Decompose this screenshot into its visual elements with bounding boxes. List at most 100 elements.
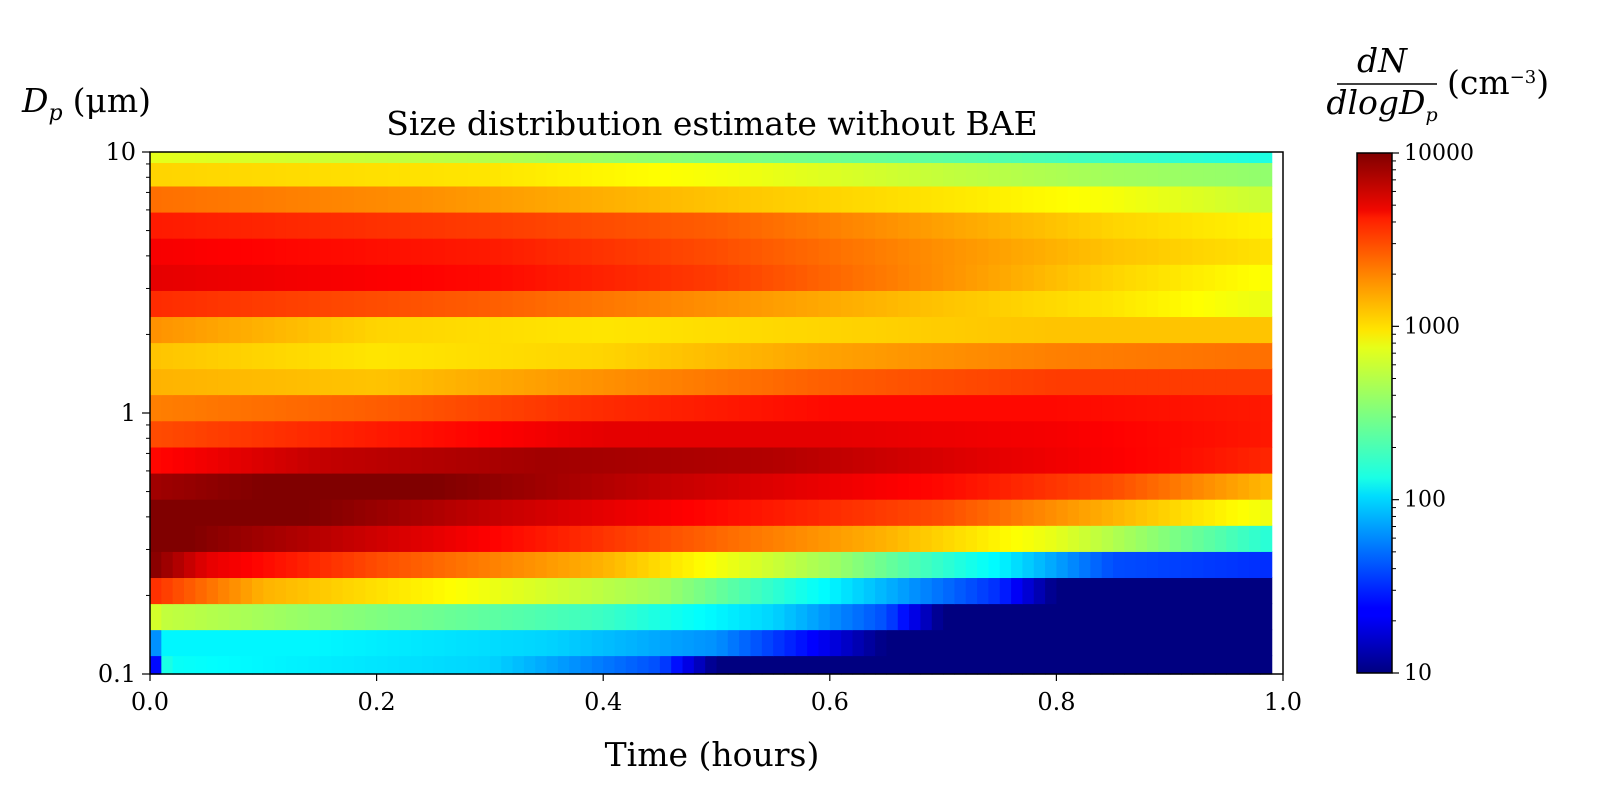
heatmap-cell — [705, 342, 718, 370]
heatmap-cell — [886, 525, 899, 552]
heatmap-cell — [455, 472, 468, 500]
heatmap-cell — [693, 185, 706, 213]
heatmap-cell — [988, 499, 1001, 526]
heatmap-cell — [319, 655, 332, 675]
heatmap-cell — [784, 499, 797, 526]
heatmap-cell — [671, 394, 684, 422]
heatmap-cell — [387, 603, 400, 631]
heatmap-cell — [1169, 655, 1182, 675]
heatmap-cell — [920, 342, 933, 370]
heatmap-cell — [795, 368, 808, 396]
heatmap-cell — [1147, 211, 1159, 239]
heatmap-cell — [489, 342, 502, 370]
heatmap-cell — [671, 238, 684, 265]
heatmap-cell — [569, 551, 582, 579]
heatmap-cell — [569, 264, 582, 291]
heatmap-cell — [172, 185, 185, 213]
heatmap-cell — [625, 162, 638, 187]
heatmap-cell — [1158, 264, 1171, 291]
heatmap-cell — [455, 577, 468, 605]
heatmap-cell — [863, 238, 876, 265]
heatmap-cell — [1113, 152, 1125, 164]
heatmap-cell — [875, 655, 888, 675]
heatmap-cell — [625, 577, 638, 605]
heatmap-cell — [308, 655, 321, 675]
heatmap-cell — [512, 525, 525, 552]
heatmap-cell — [1011, 472, 1024, 500]
heatmap-cell — [988, 446, 1001, 474]
heatmap-cell — [546, 525, 559, 552]
heatmap-cell — [478, 238, 491, 265]
heatmap-cell — [739, 152, 752, 164]
heatmap-cell — [512, 629, 525, 657]
heatmap-cell — [297, 238, 310, 265]
heatmap-cell — [591, 420, 604, 448]
heatmap-cell — [886, 211, 899, 239]
x-tick-label: 1.0 — [1264, 688, 1302, 716]
heatmap-cell — [1203, 238, 1216, 265]
heatmap-cell — [625, 152, 638, 164]
heatmap-cell — [274, 185, 287, 213]
heatmap-cell — [1033, 655, 1046, 675]
heatmap-cell — [161, 342, 174, 370]
heatmap-cell — [829, 368, 842, 396]
heatmap-cell — [523, 316, 536, 344]
heatmap-cell — [1237, 577, 1250, 605]
heatmap-cell — [319, 394, 332, 422]
heatmap-cell — [455, 603, 468, 631]
heatmap-cell — [852, 316, 865, 344]
heatmap-cell — [977, 316, 990, 344]
heatmap-cell — [716, 290, 729, 318]
heatmap-cell — [387, 655, 400, 675]
heatmap-cell — [931, 525, 944, 552]
heatmap-cell — [773, 316, 786, 344]
heatmap-cell — [954, 472, 967, 500]
heatmap-cell — [648, 629, 661, 657]
heatmap-cell — [784, 420, 797, 448]
heatmap-cell — [1056, 342, 1069, 370]
heatmap-cell — [1056, 499, 1069, 526]
heatmap-cell — [523, 629, 536, 657]
heatmap-cell — [761, 603, 774, 631]
heatmap-cell — [195, 368, 208, 396]
heatmap-cell — [999, 472, 1012, 500]
heatmap-cell — [1033, 290, 1046, 318]
heatmap-cell — [784, 162, 797, 187]
heatmap-cell — [1113, 499, 1125, 526]
heatmap-cell — [183, 368, 196, 396]
heatmap-cell — [433, 420, 446, 448]
heatmap-cell — [1181, 394, 1193, 422]
heatmap-cell — [569, 655, 582, 675]
heatmap-cell — [818, 185, 831, 213]
heatmap-cell — [569, 185, 582, 213]
heatmap-cell — [1045, 342, 1057, 370]
heatmap-cell — [217, 264, 230, 291]
heatmap-cell — [206, 446, 219, 474]
heatmap-cell — [943, 394, 956, 422]
heatmap-cell — [206, 603, 219, 631]
heatmap-cell — [206, 238, 219, 265]
heatmap-cell — [274, 603, 287, 631]
heatmap-cell — [195, 472, 208, 500]
heatmap-cell — [353, 499, 366, 526]
heatmap-cell — [1079, 499, 1091, 526]
heatmap-cell — [591, 655, 604, 675]
heatmap-cell — [727, 211, 740, 239]
heatmap-cell — [648, 394, 661, 422]
heatmap-cell — [376, 525, 389, 552]
heatmap-cell — [444, 185, 457, 213]
heatmap-cell — [829, 394, 842, 422]
heatmap-cell — [433, 162, 446, 187]
heatmap-cell — [807, 211, 820, 239]
heatmap-cell — [693, 238, 706, 265]
heatmap-cell — [535, 264, 548, 291]
heatmap-cell — [943, 185, 956, 213]
heatmap-cell — [603, 446, 616, 474]
heatmap-cell — [897, 185, 910, 213]
heatmap-cell — [1147, 551, 1159, 579]
heatmap-cell — [829, 316, 842, 344]
heatmap-cell — [920, 290, 933, 318]
heatmap-cell — [931, 394, 944, 422]
heatmap-cell — [1226, 238, 1239, 265]
heatmap-cell — [795, 655, 808, 675]
